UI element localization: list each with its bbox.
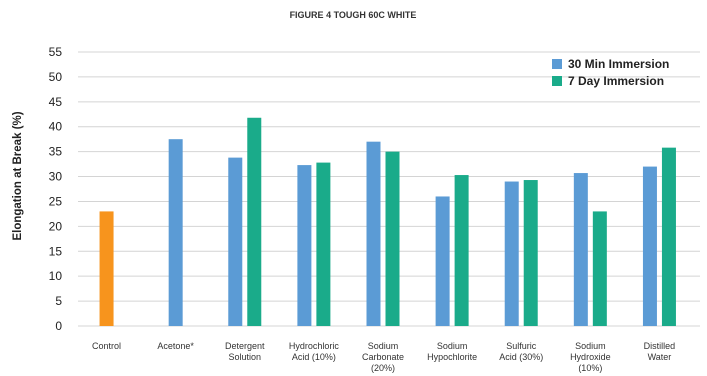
y-tick-label: 10: [49, 269, 63, 283]
legend: 30 Min Immersion 7 Day Immersion: [552, 57, 669, 88]
legend-label: 30 Min Immersion: [568, 57, 669, 71]
bar-series-2: [454, 175, 469, 326]
bar-series-1: [504, 181, 519, 326]
bar-series-1: [168, 139, 183, 326]
x-category-label: Sodium Hypochlorite: [427, 341, 477, 362]
legend-swatch: [552, 59, 562, 69]
x-category-label: Sodium Hydroxide (10%): [570, 341, 611, 373]
bar-control: [99, 211, 114, 326]
y-tick-label: 15: [49, 244, 63, 258]
y-axis-label: Elongation at Break (%): [12, 111, 24, 240]
bar-series-2: [592, 211, 607, 326]
y-tick-label: 45: [49, 95, 63, 109]
bar-series-1: [573, 173, 588, 326]
x-category-label: Control: [92, 341, 121, 351]
category-labels: Control Acetone* Detergent Solution Hydrochl…: [92, 341, 675, 373]
y-tick-label: 50: [49, 70, 63, 84]
y-tick-label: 30: [49, 170, 63, 184]
y-tick-label: 5: [55, 294, 62, 308]
y-axis-ticks: 0 5 10 15 20 25 30 35 40 45 50 55: [49, 45, 63, 333]
legend-swatch: [552, 76, 562, 86]
bar-series-2: [316, 162, 331, 326]
x-category-label: Detergent Solution: [225, 341, 265, 362]
chart-title: FIGURE 4 TOUGH 60C WHITE: [290, 10, 417, 20]
y-tick-label: 0: [55, 319, 62, 333]
bars: [99, 117, 676, 326]
bar-series-2: [523, 180, 538, 326]
bar-series-2: [247, 117, 262, 326]
y-tick-label: 35: [49, 145, 63, 159]
legend-label: 7 Day Immersion: [568, 74, 664, 88]
x-category-label: Sodium Carbonate (20%): [362, 341, 404, 373]
x-category-label: Hydrochloric Acid (10%): [289, 341, 340, 362]
y-tick-label: 20: [49, 219, 63, 233]
x-category-label: Acetone*: [157, 341, 194, 351]
bar-series-2: [661, 147, 676, 326]
bar-series-1: [642, 166, 657, 326]
bar-series-1: [366, 141, 381, 326]
bar-series-1: [435, 196, 450, 326]
x-category-label: Distilled Water: [644, 341, 676, 362]
bar-series-2: [385, 151, 400, 326]
x-category-label: Sulfuric Acid (30%): [499, 341, 543, 362]
y-tick-label: 40: [49, 120, 63, 134]
bar-series-1: [297, 165, 312, 326]
y-tick-label: 55: [49, 45, 63, 59]
y-tick-label: 25: [49, 194, 63, 208]
bar-series-1: [228, 157, 243, 326]
